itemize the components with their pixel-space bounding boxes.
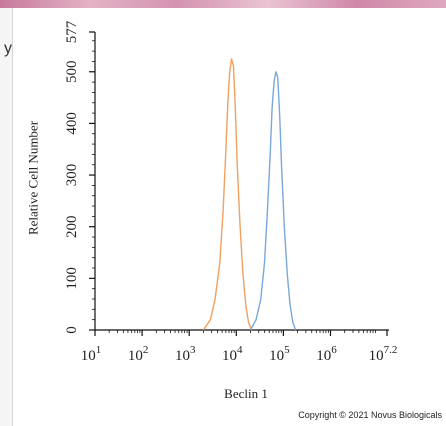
y-tick-label: 577 bbox=[64, 20, 80, 43]
x-tick-label: 107.2 bbox=[369, 344, 398, 364]
x-tick-label: 104 bbox=[222, 344, 243, 364]
histogram-series-2 bbox=[249, 71, 297, 331]
y-axis-title: Relative Cell Number bbox=[26, 120, 41, 235]
x-tick-base: 10 bbox=[175, 348, 190, 364]
x-tick-exponent: 1 bbox=[96, 344, 102, 356]
left-divider bbox=[12, 8, 13, 426]
header-image-strip bbox=[0, 0, 446, 8]
axes bbox=[89, 31, 389, 336]
cropped-letter: y bbox=[4, 40, 12, 57]
y-tick-label: 200 bbox=[64, 215, 80, 238]
x-tick-exponent: 7.2 bbox=[384, 344, 398, 356]
left-frame bbox=[0, 8, 12, 426]
x-tick-base: 10 bbox=[222, 348, 237, 364]
x-tick-exponent: 6 bbox=[331, 344, 337, 356]
histogram-series-1 bbox=[202, 58, 253, 331]
x-tick-exponent: 3 bbox=[190, 344, 196, 356]
x-axis-title: Beclin 1 bbox=[224, 386, 268, 401]
x-tick-base: 10 bbox=[369, 348, 384, 364]
y-tick-label: 500 bbox=[64, 61, 80, 84]
x-tick-base: 10 bbox=[81, 348, 96, 364]
x-tick-base: 10 bbox=[316, 348, 331, 364]
y-tick-label: 400 bbox=[64, 112, 80, 135]
x-tick-base: 10 bbox=[269, 348, 284, 364]
y-tick-label: 100 bbox=[64, 267, 80, 290]
x-tick-label: 106 bbox=[316, 344, 337, 364]
y-tick-label: 0 bbox=[64, 326, 80, 334]
x-tick-exponent: 5 bbox=[284, 344, 290, 356]
x-tick-base: 10 bbox=[128, 348, 143, 364]
copyright-text: Copyright © 2021 Novus Biologicals bbox=[298, 410, 442, 420]
x-tick-label: 105 bbox=[269, 344, 290, 364]
x-tick-label: 102 bbox=[128, 344, 149, 364]
series-layer bbox=[202, 58, 297, 331]
labels: 101 102 103 104 105 106 107.201002003004005005… bbox=[26, 20, 398, 401]
y-tick-label: 300 bbox=[64, 164, 80, 187]
x-tick-exponent: 4 bbox=[237, 344, 243, 356]
x-tick-label: 103 bbox=[175, 344, 196, 364]
x-tick-exponent: 2 bbox=[143, 344, 149, 356]
x-tick-label: 101 bbox=[81, 344, 102, 364]
